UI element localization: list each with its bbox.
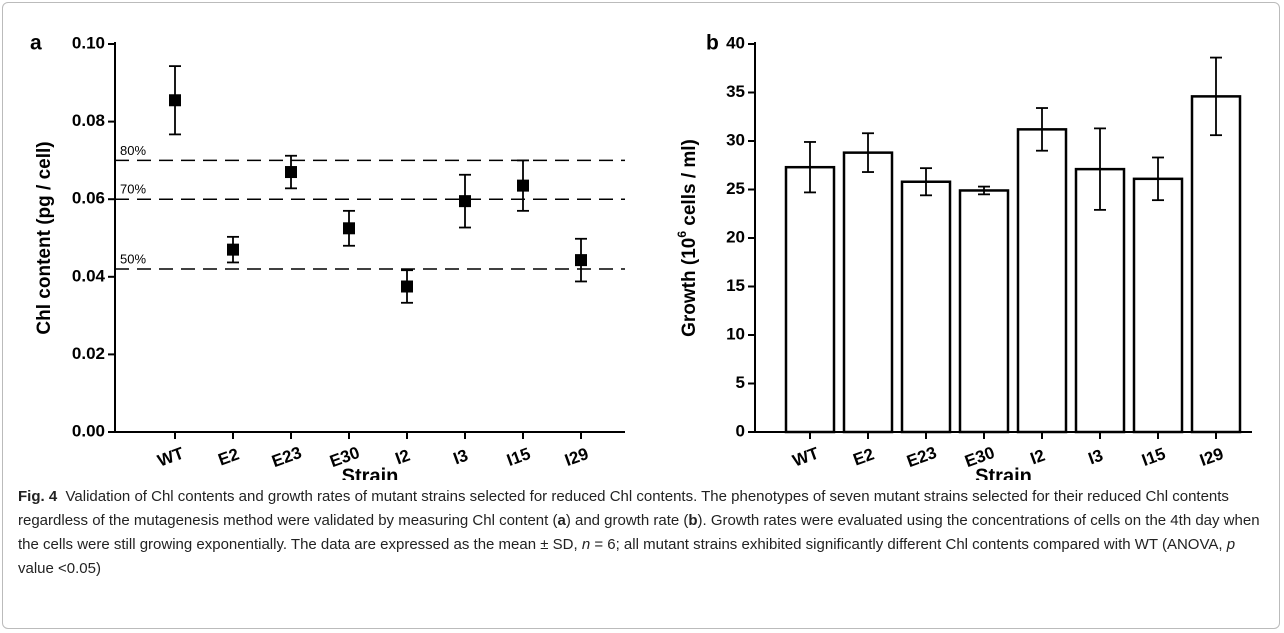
x-tick-label: I3 [1086, 446, 1106, 469]
error-bar [920, 167, 932, 197]
x-tick-label: E2 [216, 445, 242, 470]
error-bar [1036, 107, 1048, 152]
caption-part: n [581, 536, 591, 553]
x-tick-label: I3 [451, 446, 471, 469]
y-tick-label: 0 [736, 421, 745, 440]
reference-label: 70% [120, 182, 146, 197]
caption-part: p [1226, 536, 1236, 553]
error-bar [459, 173, 471, 229]
y-tick-label: 20 [726, 227, 745, 246]
bar [1132, 177, 1184, 434]
x-axis-label: Strain [342, 465, 399, 480]
error-bar [1094, 127, 1106, 211]
error-bar [227, 235, 239, 264]
error-bar [575, 237, 587, 283]
error-bar [978, 185, 990, 196]
y-axis-label-part: cells / ml) [679, 139, 700, 231]
y-tick-label: 0.06 [72, 189, 105, 208]
x-tick-label: WT [790, 443, 822, 470]
error-bar [401, 269, 413, 304]
error-bar [285, 154, 297, 190]
error-bar [1152, 156, 1164, 202]
caption: Fig. 4 Validation of Chl contents and gr… [18, 485, 1268, 581]
x-tick-label: I2 [1028, 446, 1048, 469]
y-tick-label: 40 [726, 33, 745, 52]
caption-part: a [557, 512, 566, 529]
y-tick-label: 5 [736, 373, 745, 392]
x-axis-label: Strain [975, 465, 1032, 480]
caption-part: ) and growth rate ( [565, 512, 689, 529]
bar [1074, 167, 1126, 434]
y-tick-label: 35 [726, 82, 745, 101]
error-bar [804, 141, 816, 194]
x-tick-label: E2 [851, 445, 877, 470]
caption-part: ). Growth rates were evaluated using the… [18, 512, 1264, 553]
x-tick-label: I29 [1197, 444, 1226, 470]
error-bar [343, 209, 355, 247]
y-axis-label-part: 6 [675, 231, 689, 238]
x-tick-label: E23 [269, 443, 304, 471]
caption-part: value <0.05) [18, 536, 1240, 577]
error-bar [1210, 56, 1222, 137]
y-tick-label: 30 [726, 130, 745, 149]
y-axis-label: Chl content (pg / cell) [34, 141, 55, 334]
bar [1016, 128, 1068, 434]
y-axis-label-part: Growth (10 [679, 238, 700, 337]
x-tick-label: E23 [904, 443, 939, 471]
bar [1190, 95, 1242, 434]
figure: a 0.00 0.02 0.04 0.06 0.08 0.10 Chl content (pg… [30, 32, 1252, 480]
bar [842, 151, 894, 434]
x-tick-label: I15 [504, 444, 533, 470]
y-tick-label: 0.08 [72, 111, 105, 130]
y-tick-label: 25 [726, 179, 745, 198]
error-bar [862, 132, 874, 173]
caption-part: Fig. 4 [18, 488, 58, 505]
x-tick-label: I29 [562, 444, 591, 470]
caption-part: b [688, 512, 698, 529]
reference-label: 80% [120, 143, 146, 158]
y-tick-label: 0.02 [72, 344, 105, 363]
y-tick-label: 10 [726, 324, 745, 343]
caption-part: Validation of Chl contents and growth ra… [18, 488, 1234, 529]
x-tick-label: I2 [393, 446, 413, 469]
error-bar [517, 159, 529, 212]
error-bar [169, 65, 181, 136]
y-axis-label: Growth (106 cells / ml) [675, 139, 700, 337]
bar [900, 180, 952, 434]
panel-letter: a [30, 32, 42, 55]
x-tick-label: WT [155, 443, 187, 470]
panel-letter: b [706, 32, 719, 55]
bar [958, 189, 1010, 434]
reference-label: 50% [120, 251, 146, 266]
y-tick-label: 15 [726, 276, 745, 295]
y-tick-label: 0.04 [72, 266, 106, 285]
y-tick-label: 0.10 [72, 33, 105, 52]
y-tick-label: 0.00 [72, 421, 105, 440]
caption-part: = 6; all mutant strains exhibited signif… [590, 536, 1227, 553]
x-tick-label: I15 [1139, 444, 1168, 470]
bar [784, 165, 836, 434]
